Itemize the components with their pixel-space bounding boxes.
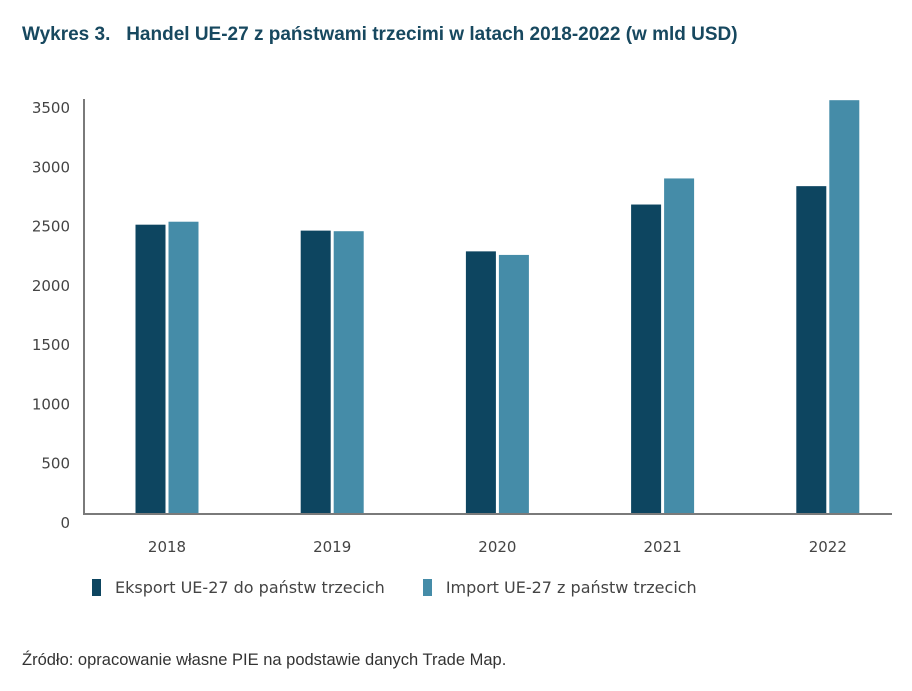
x-tick-label: 2018 bbox=[148, 538, 186, 556]
legend-swatch-import bbox=[422, 579, 432, 596]
source-note: Źródło: opracowanie własne PIE na podsta… bbox=[22, 651, 507, 669]
y-tick-label: 2000 bbox=[32, 277, 70, 295]
bar-import-2019 bbox=[333, 231, 364, 514]
y-tick-label: 500 bbox=[41, 455, 70, 473]
legend: Eksport UE-27 do państw trzecich Import … bbox=[92, 578, 735, 597]
bar-export-2022 bbox=[796, 186, 827, 514]
y-tick-label: 0 bbox=[60, 514, 70, 532]
x-tick-label: 2022 bbox=[809, 538, 847, 556]
bar-export-2021 bbox=[631, 204, 662, 514]
bar-import-2022 bbox=[829, 100, 860, 514]
y-tick-label: 1000 bbox=[32, 395, 70, 413]
bar-import-2020 bbox=[498, 254, 529, 514]
y-tick-label: 1500 bbox=[32, 336, 70, 354]
y-tick-label: 2500 bbox=[32, 218, 70, 236]
bar-import-2018 bbox=[168, 221, 199, 514]
legend-item-import: Import UE-27 z państw trzecich bbox=[422, 578, 697, 597]
legend-label-export: Eksport UE-27 do państw trzecich bbox=[115, 578, 385, 597]
legend-item-export: Eksport UE-27 do państw trzecich bbox=[92, 578, 385, 597]
bar-export-2018 bbox=[135, 224, 166, 514]
x-tick-label: 2021 bbox=[644, 538, 682, 556]
x-tick-label: 2020 bbox=[478, 538, 516, 556]
bar-import-2021 bbox=[664, 178, 695, 514]
bar-export-2020 bbox=[465, 251, 496, 514]
y-axis-ticks: 0 500 1000 1500 2000 2500 3000 3500 bbox=[32, 99, 70, 532]
chart-title: Wykres 3. Handel UE-27 z państwami trzec… bbox=[22, 24, 738, 45]
y-tick-label: 3500 bbox=[32, 99, 70, 117]
bar-chart: 0 500 1000 1500 2000 2500 3000 3500 2018 2019 202… bbox=[32, 99, 892, 556]
legend-label-import: Import UE-27 z państw trzecich bbox=[445, 578, 697, 597]
x-tick-label: 2019 bbox=[313, 538, 351, 556]
bars bbox=[135, 100, 860, 514]
y-tick-label: 3000 bbox=[32, 158, 70, 176]
legend-swatch-export bbox=[92, 579, 101, 596]
x-axis-ticks: 2018 2019 2020 2021 2022 bbox=[148, 538, 847, 556]
bar-export-2019 bbox=[300, 230, 331, 514]
